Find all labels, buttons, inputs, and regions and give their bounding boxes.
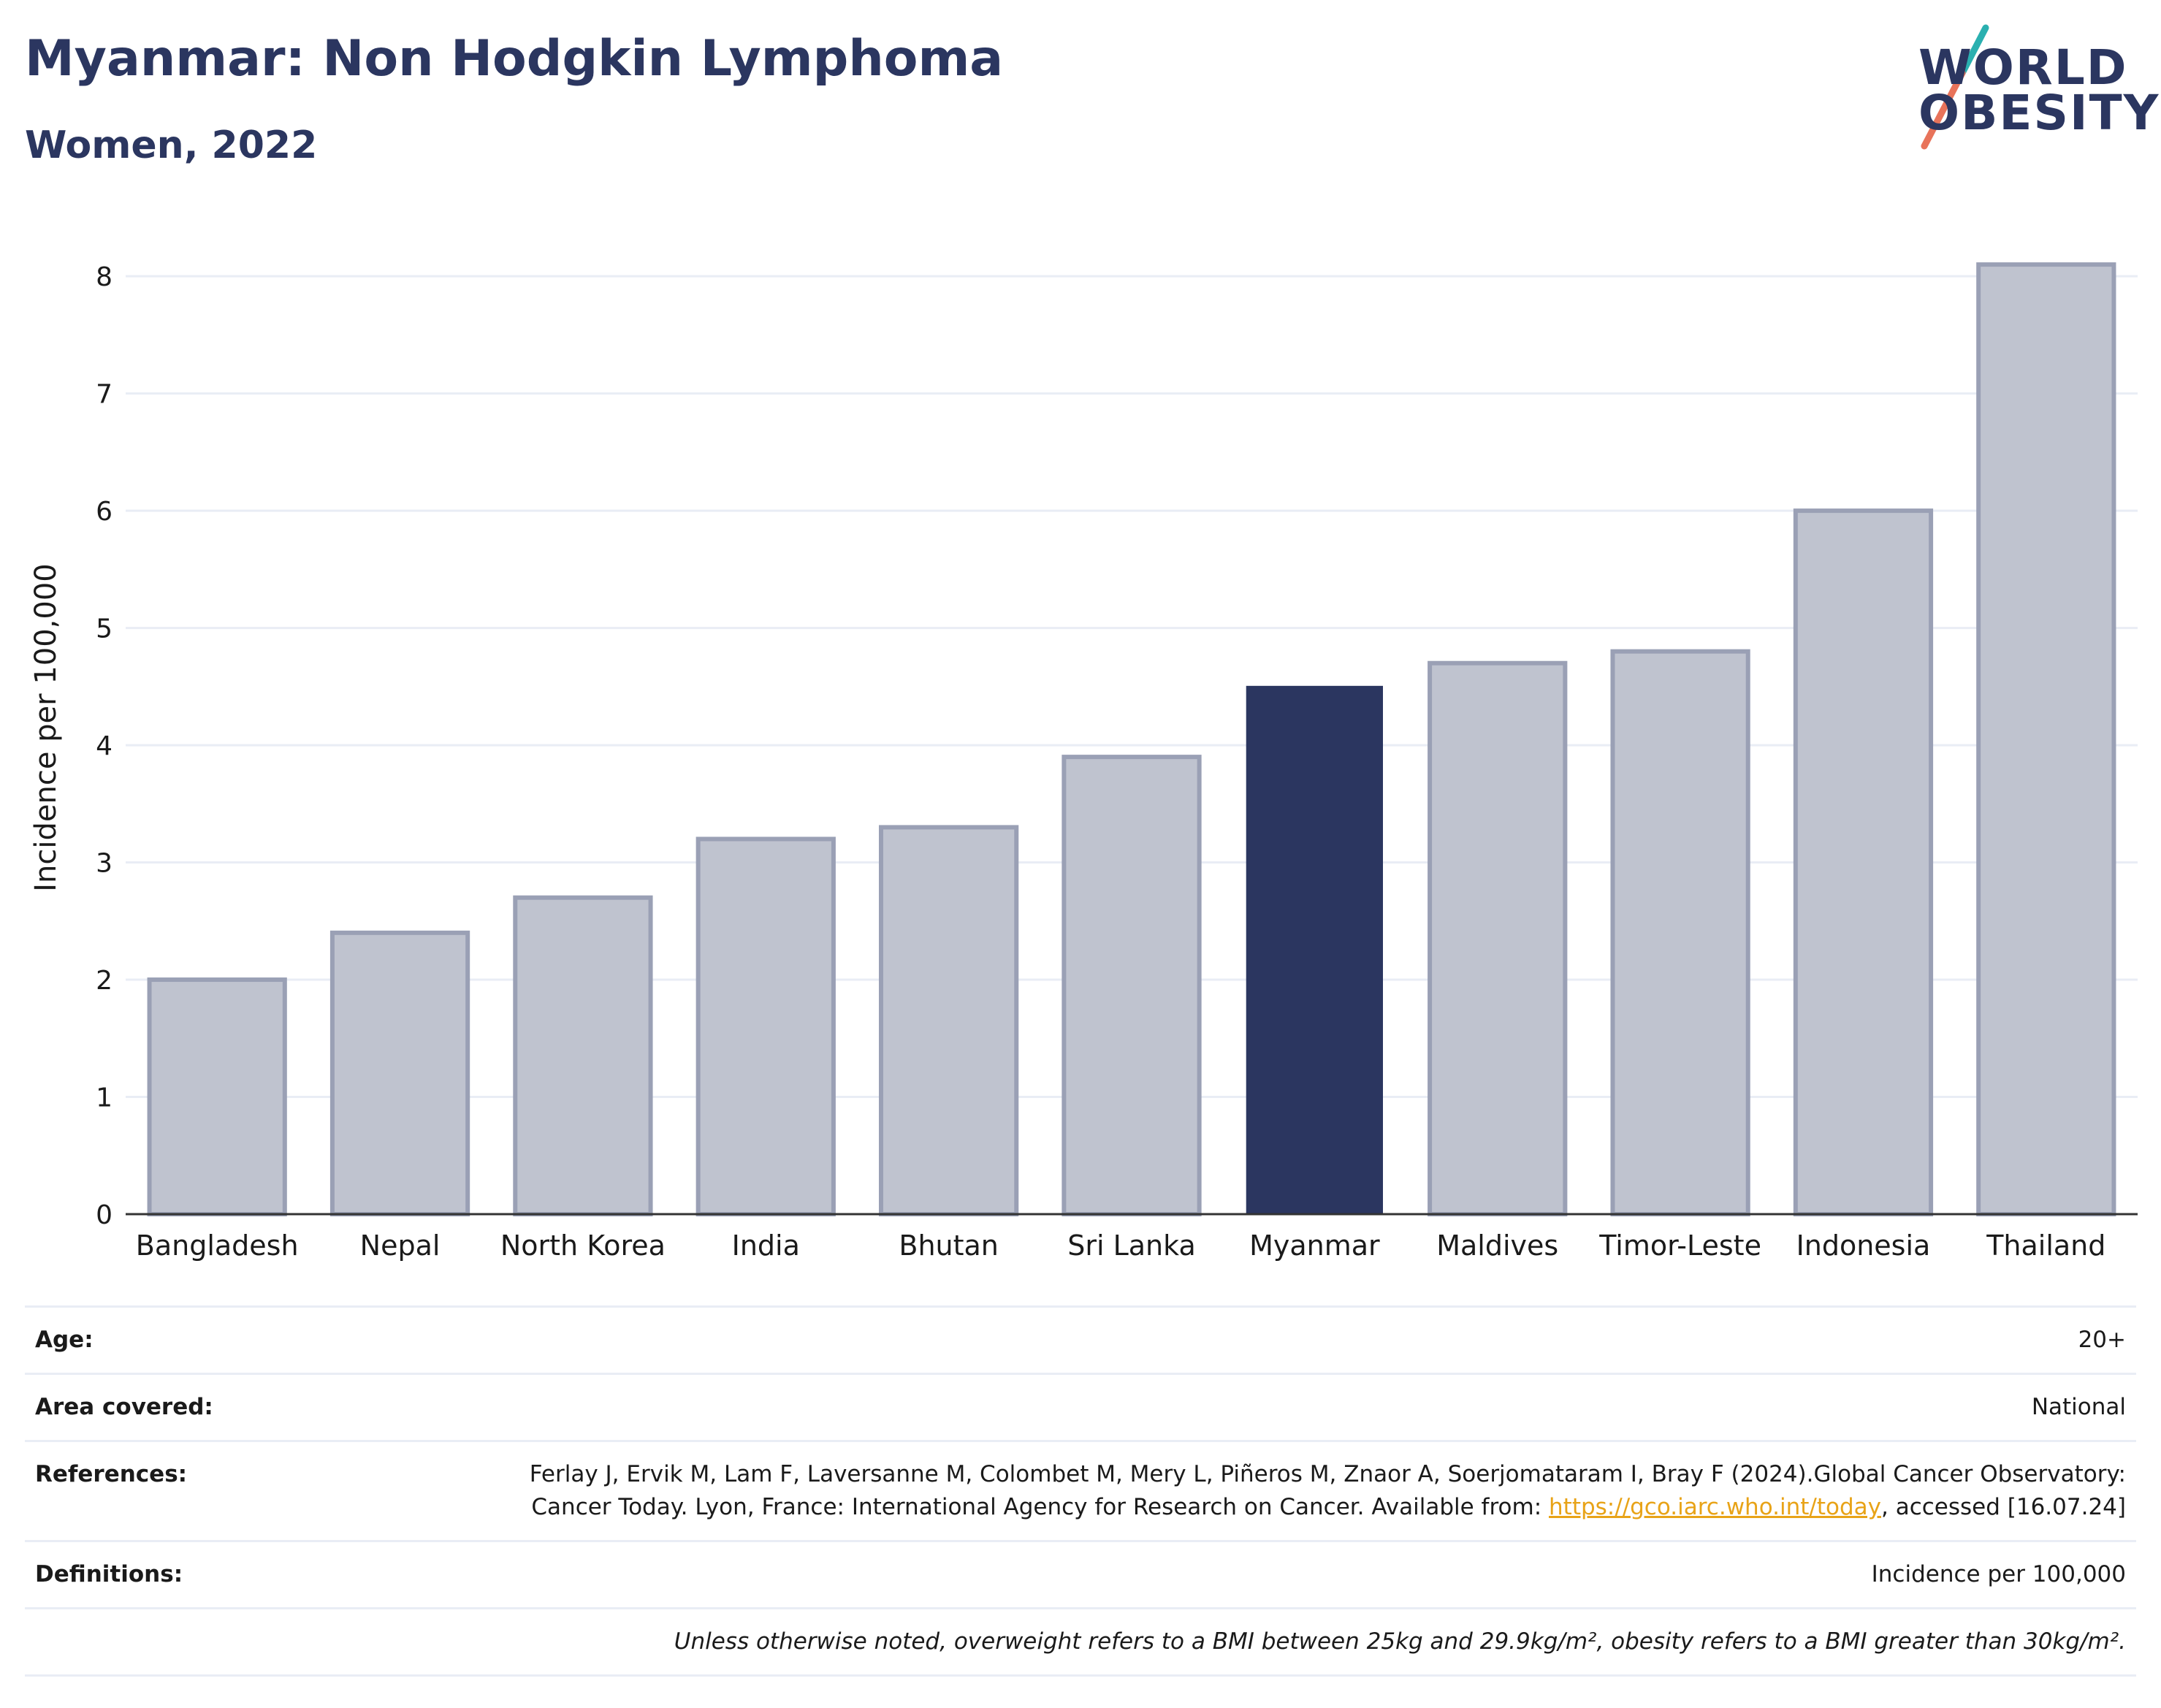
references-text: Ferlay J, Ervik M, Lam F, Laversanne M, … — [529, 1460, 2126, 1520]
age-value: 20+ — [454, 1305, 2136, 1374]
y-tick-label: 8 — [96, 262, 113, 292]
axes: 0 1 2 3 4 5 6 7 8 Bangladesh Nepal North Korea India… — [29, 262, 2138, 1262]
references-value: Ferlay J, Ervik M, Lam F, Laversanne M, … — [454, 1439, 2136, 1541]
definitions-value: Incidence per 100,000 — [454, 1539, 2136, 1609]
y-axis-label: Incidence per 100,000 — [29, 563, 63, 892]
x-tick-label-north-korea: North Korea — [500, 1229, 666, 1262]
x-tick-label-timor-leste: Timor-Leste — [1598, 1229, 1761, 1262]
x-tick-label-bhutan: Bhutan — [899, 1229, 999, 1262]
y-tick-label: 2 — [96, 966, 113, 996]
bar-indonesia — [1793, 508, 1934, 1216]
logo-text-obesity: OBESITY — [1918, 85, 2160, 141]
area-label: Area covered: — [25, 1372, 454, 1441]
y-tick-label: 3 — [96, 849, 113, 879]
x-tick-label-indonesia: Indonesia — [1796, 1229, 1931, 1262]
definitions-label: Definitions: — [25, 1539, 454, 1609]
y-tick-label: 7 — [96, 380, 113, 410]
x-tick-label-myanmar: Myanmar — [1249, 1229, 1380, 1262]
bar-timor-leste — [1610, 649, 1750, 1216]
x-tick-label-maldives: Maldives — [1436, 1229, 1558, 1262]
bar-nepal — [329, 930, 470, 1216]
meta-row-references: References: Ferlay J, Ervik M, Lam F, La… — [25, 1439, 2136, 1541]
area-value: National — [454, 1372, 2136, 1441]
x-tick-label-bangladesh: Bangladesh — [136, 1229, 299, 1262]
bar-india — [695, 836, 836, 1216]
x-tick-label-india: India — [732, 1229, 800, 1262]
bar-chart: 0 1 2 3 4 5 6 7 8 Bangladesh Nepal North Korea India… — [29, 262, 2138, 1262]
references-accessed: , accessed [16.07.24] — [1880, 1493, 2126, 1520]
meta-row-age: Age: 20+ — [25, 1305, 2136, 1374]
chart-title: Myanmar: Non Hodgkin Lymphoma — [25, 30, 1004, 88]
x-tick-label-sri-lanka: Sri Lanka — [1067, 1229, 1196, 1262]
x-tick-label-thailand: Thailand — [1986, 1229, 2105, 1262]
meta-row-definitions: Definitions: Incidence per 100,000 — [25, 1539, 2136, 1609]
references-link[interactable]: https://gco.iarc.who.int/today — [1549, 1493, 1881, 1520]
meta-row-footnote: Unless otherwise noted, overweight refer… — [25, 1606, 2136, 1677]
age-label: Age: — [25, 1305, 454, 1374]
logo-slash-icon — [1921, 24, 1989, 150]
bar-maldives — [1428, 660, 1568, 1216]
bar-bhutan — [879, 825, 1019, 1216]
bar-myanmar — [1246, 685, 1383, 1215]
y-tick-label: 0 — [96, 1200, 113, 1230]
metadata-table: Age: 20+ Area covered: National Referenc… — [25, 1305, 2136, 1677]
references-label: References: — [25, 1439, 454, 1541]
bar-sri-lanka — [1062, 755, 1202, 1216]
meta-row-area: Area covered: National — [25, 1372, 2136, 1441]
chart-subtitle: Women, 2022 — [25, 123, 318, 167]
bmi-footnote: Unless otherwise noted, overweight refer… — [25, 1606, 2136, 1677]
y-tick-label: 1 — [96, 1083, 113, 1113]
x-tick-label-nepal: Nepal — [360, 1229, 441, 1262]
logo-text-world: WORLD — [1918, 39, 2128, 96]
world-obesity-logo: WORLD OBESITY — [1899, 22, 2158, 153]
bar-bangladesh — [147, 977, 287, 1216]
y-tick-label: 5 — [96, 614, 113, 644]
y-tick-label: 6 — [96, 497, 113, 527]
bar-north-korea — [513, 895, 653, 1216]
y-tick-label: 4 — [96, 731, 113, 761]
bar-thailand — [1976, 262, 2116, 1216]
bars — [147, 262, 2116, 1216]
